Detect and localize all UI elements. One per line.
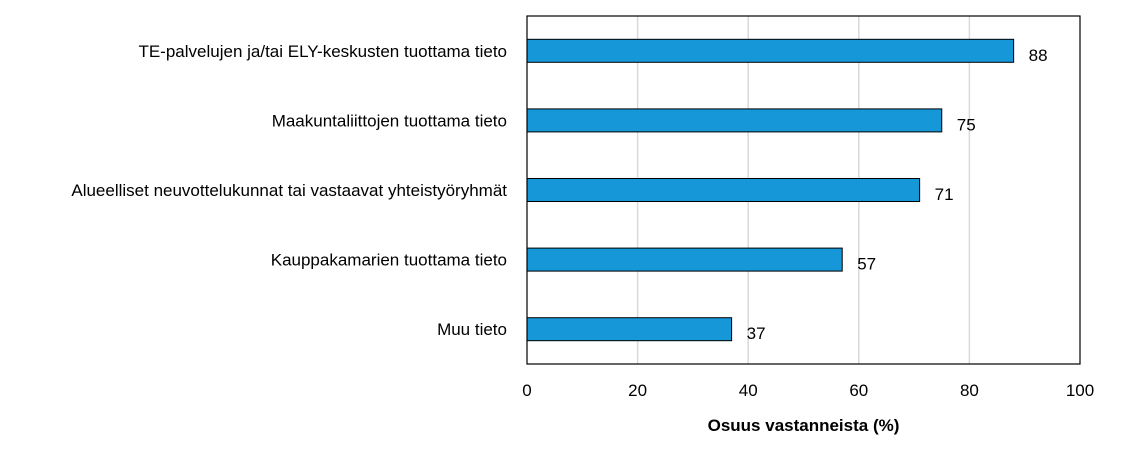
value-labels: 88 75 71 57 37	[747, 46, 1048, 343]
bar-2	[526, 108, 943, 133]
category-label-1: TE-palvelujen ja/tai ELY-keskusten tuott…	[138, 42, 507, 61]
x-axis-title: Osuus vastanneista (%)	[708, 416, 900, 435]
value-label-2: 75	[957, 115, 976, 134]
category-label-2: Maakuntaliittojen tuottama tieto	[272, 111, 507, 130]
x-tick-label-40: 40	[739, 381, 758, 400]
x-tick-label-100: 100	[1066, 381, 1094, 400]
bar-1	[526, 38, 1015, 63]
category-label-5: Muu tieto	[437, 320, 507, 339]
category-labels: TE-palvelujen ja/tai ELY-keskusten tuott…	[71, 42, 507, 339]
bar-5	[526, 317, 733, 342]
value-label-4: 57	[857, 255, 876, 274]
x-tick-label-80: 80	[960, 381, 979, 400]
bar-3	[526, 178, 921, 202]
plot-frame	[526, 15, 1081, 365]
x-tick-labels: 0 20 40 60 80 100	[522, 381, 1094, 400]
value-label-3: 71	[935, 185, 954, 204]
bar-4	[526, 247, 843, 272]
x-tick-label-60: 60	[849, 381, 868, 400]
x-tick-label-20: 20	[628, 381, 647, 400]
bars-layer	[526, 38, 1015, 342]
category-label-3: Alueelliset neuvottelukunnat tai vastaav…	[71, 181, 507, 200]
category-label-4: Kauppakamarien tuottama tieto	[271, 251, 507, 270]
value-label-1: 88	[1029, 46, 1048, 65]
x-tick-label-0: 0	[522, 381, 531, 400]
value-label-5: 37	[747, 324, 766, 343]
